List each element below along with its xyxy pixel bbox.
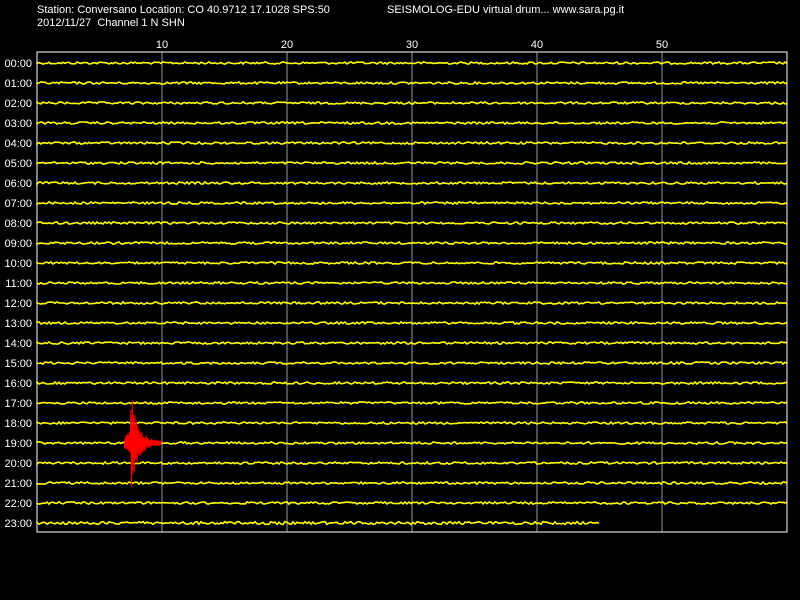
trace-row-0700 — [36, 200, 788, 206]
row-label-0100: 01:00 — [4, 78, 32, 90]
row-label-1800: 18:00 — [4, 418, 32, 430]
trace-row-1000 — [36, 260, 788, 266]
trace-row-0200 — [36, 100, 788, 106]
trace-row-1300 — [36, 320, 788, 326]
row-label-0900: 09:00 — [4, 238, 32, 250]
trace-row-2100 — [36, 480, 788, 486]
row-label-1900: 19:00 — [4, 438, 32, 450]
row-label-0700: 07:00 — [4, 198, 32, 210]
trace-row-1500 — [36, 360, 788, 366]
row-label-0000: 00:00 — [4, 58, 32, 70]
trace-row-0900 — [36, 240, 788, 246]
x-tick-10: 10 — [156, 39, 168, 51]
app-title: SEISMOLOG-EDU virtual drum... www.sara.p… — [387, 4, 625, 16]
trace-row-1400 — [36, 340, 788, 346]
event-layer — [124, 400, 163, 487]
row-label-1300: 13:00 — [4, 318, 32, 330]
x-tick-30: 30 — [406, 39, 418, 51]
trace-row-0100 — [36, 80, 788, 86]
row-label-2200: 22:00 — [4, 498, 32, 510]
row-label-1600: 16:00 — [4, 378, 32, 390]
row-label-0500: 05:00 — [4, 158, 32, 170]
trace-row-0800 — [36, 220, 788, 226]
trace-row-2000 — [36, 460, 788, 466]
trace-row-1200 — [36, 300, 788, 306]
station-info: Station: Conversano Location: CO 40.9712… — [37, 4, 330, 16]
earthquake-event — [124, 400, 163, 487]
trace-row-1700 — [36, 400, 788, 406]
trace-row-1600 — [36, 380, 788, 386]
row-label-2300: 23:00 — [4, 518, 32, 530]
x-tick-20: 20 — [281, 39, 293, 51]
row-label-1500: 15:00 — [4, 358, 32, 370]
row-label-1400: 14:00 — [4, 338, 32, 350]
trace-row-0400 — [36, 140, 788, 146]
row-label-1100: 11:00 — [5, 278, 32, 290]
grid-layer — [36, 51, 788, 533]
row-label-1700: 17:00 — [4, 398, 32, 410]
row-label-2000: 20:00 — [4, 458, 32, 470]
row-label-0600: 06:00 — [4, 178, 32, 190]
row-label-0200: 02:00 — [4, 98, 32, 110]
trace-row-0600 — [36, 180, 788, 187]
trace-row-0300 — [36, 120, 788, 126]
trace-row-0500 — [36, 160, 788, 166]
date-channel-info: 2012/11/27 Channel 1 N SHN — [37, 17, 185, 29]
row-label-0300: 03:00 — [4, 118, 32, 130]
row-label-0400: 04:00 — [4, 138, 32, 150]
trace-row-1100 — [36, 280, 788, 286]
row-label-1000: 10:00 — [4, 258, 32, 270]
x-tick-40: 40 — [531, 39, 543, 51]
row-label-0800: 08:00 — [4, 218, 32, 230]
x-tick-50: 50 — [656, 39, 668, 51]
trace-row-0000 — [36, 60, 788, 66]
label-layer: 10 20 30 40 50 00:00 01:00 02:00 03:00 04:00 05:00… — [4, 39, 668, 530]
trace-row-2300 — [36, 520, 600, 526]
trace-row-1800 — [36, 420, 788, 426]
row-label-1200: 12:00 — [4, 298, 32, 310]
trace-row-2200 — [36, 500, 788, 506]
row-label-2100: 21:00 — [4, 478, 32, 490]
